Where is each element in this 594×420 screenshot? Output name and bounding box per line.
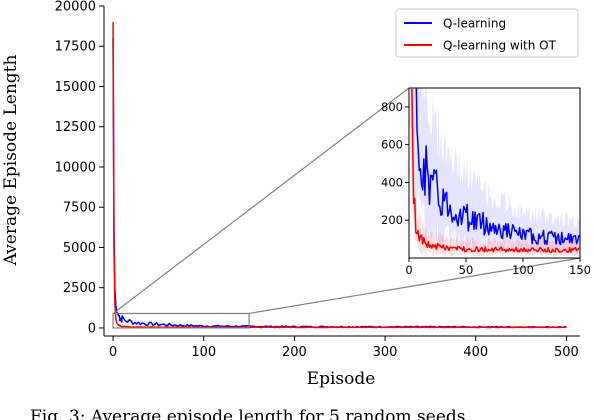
inset-plot: 200 400 600 800 0 50 100 150	[381, 87, 591, 277]
y-tick-label: 7500	[63, 201, 96, 216]
y-axis-label: Average Episode Length	[1, 55, 21, 267]
inset-y-tick-label: 400	[381, 175, 403, 189]
x-axis-label: Episode	[307, 369, 376, 389]
y-tick-label: 2500	[63, 281, 96, 296]
y-tick-label: 15000	[55, 80, 96, 95]
inset-series	[410, 88, 580, 257]
y-tick-label: 5000	[63, 241, 96, 256]
x-tick-label: 0	[109, 345, 117, 360]
inset-x-tick-label: 0	[405, 263, 412, 277]
y-tick-label: 20000	[55, 0, 96, 15]
zoom-connector	[112, 87, 410, 314]
inset-variance-band	[410, 88, 580, 256]
figure-caption: Fig. 3: Average episode length for 5 ran…	[30, 407, 471, 420]
x-tick-label: 400	[463, 345, 488, 360]
inset-series-line	[415, 88, 580, 246]
inset-y-tick-label: 600	[381, 138, 403, 152]
x-tick-label: 500	[554, 345, 579, 360]
inset-x-tick-label: 150	[569, 263, 591, 277]
y-tick-label: 10000	[55, 160, 96, 175]
y-tick-label: 17500	[55, 40, 96, 55]
inset-x-tick-label: 50	[459, 263, 474, 277]
zoom-connector	[248, 257, 581, 315]
inset-y-tick-label: 200	[381, 213, 403, 227]
x-tick-label: 200	[282, 345, 307, 360]
inset-y-tick-label: 800	[381, 100, 403, 114]
y-tick-label: 12500	[55, 120, 96, 135]
x-tick-label: 300	[373, 345, 398, 360]
inset-x-tick-label: 100	[512, 263, 534, 277]
zoom-indicator	[112, 87, 581, 329]
inset-series-line	[411, 88, 580, 254]
y-tick-label: 0	[88, 321, 96, 336]
legend-label: Q-learning	[443, 17, 506, 31]
legend-box	[395, 8, 579, 58]
series-line	[112, 22, 567, 329]
x-tick-label: 100	[191, 345, 216, 360]
legend: Q-learning Q-learning with OT	[395, 8, 579, 58]
zoom-box	[112, 312, 250, 329]
legend-label: Q-learning with OT	[443, 39, 557, 53]
inset-variance-band	[410, 88, 580, 257]
